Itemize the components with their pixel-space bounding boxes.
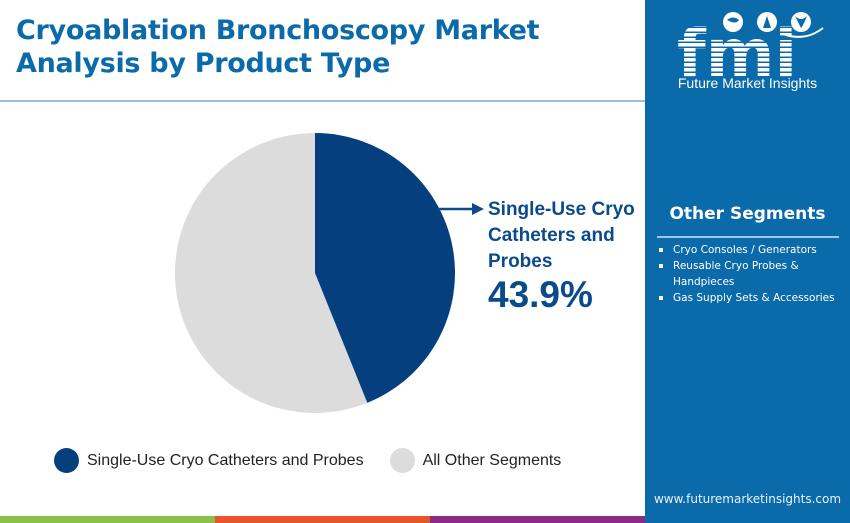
legend-label: Single-Use Cryo Catheters and Probes — [87, 451, 364, 469]
title-divider — [0, 100, 645, 102]
legend-item-single-use: Single-Use Cryo Catheters and Probes — [54, 448, 364, 473]
fmi-logo-icon: fmi — [677, 12, 824, 88]
legend-swatch — [54, 448, 79, 473]
brand-name: Future Market Insights — [677, 75, 818, 91]
footer-bar-purple — [430, 516, 645, 523]
callout-label-line: Probes — [488, 251, 553, 272]
footer-bar-green — [0, 516, 215, 523]
pie-chart — [175, 133, 484, 414]
footer-bar-orange — [215, 516, 430, 523]
callout: Single-Use Cryo Catheters and Probes 43.… — [488, 197, 648, 315]
legend-item-other: All Other Segments — [389, 448, 562, 473]
website-link[interactable]: www.futuremarketinsights.com — [653, 492, 842, 506]
pie-slice-other-segments — [175, 133, 368, 414]
callout-label-line: Catheters and — [488, 225, 615, 246]
other-segments-list: Cryo Consoles / Generators Reusable Cryo… — [657, 242, 835, 306]
chart-title: Cryoablation Bronchoscopy Market Analysi… — [16, 14, 636, 80]
callout-arrow-icon — [472, 203, 484, 215]
legend-label: All Other Segments — [422, 451, 562, 469]
other-segment-item: Cryo Consoles / Generators — [657, 242, 835, 258]
chart-title-line1: Cryoablation Bronchoscopy Market — [16, 15, 540, 46]
other-segment-item: Reusable Cryo Probes & Handpieces — [657, 258, 823, 290]
legend-swatch — [389, 448, 415, 473]
other-segments-divider — [657, 236, 839, 238]
other-segment-item: Gas Supply Sets & Accessories — [657, 290, 835, 306]
chart-title-line2: Analysis by Product Type — [16, 48, 391, 79]
callout-value: 43.9% — [488, 274, 593, 315]
callout-label: Single-Use Cryo Catheters and Probes — [488, 197, 648, 275]
other-segments-title: Other Segments — [669, 204, 826, 224]
callout-label-line: Single-Use Cryo — [488, 199, 635, 220]
sidebar-panel: fmi Future Market Insights Other Segment… — [645, 0, 850, 523]
pie-slice-single-use — [315, 133, 455, 403]
legend: Single-Use Cryo Catheters and Probes All… — [54, 448, 587, 473]
